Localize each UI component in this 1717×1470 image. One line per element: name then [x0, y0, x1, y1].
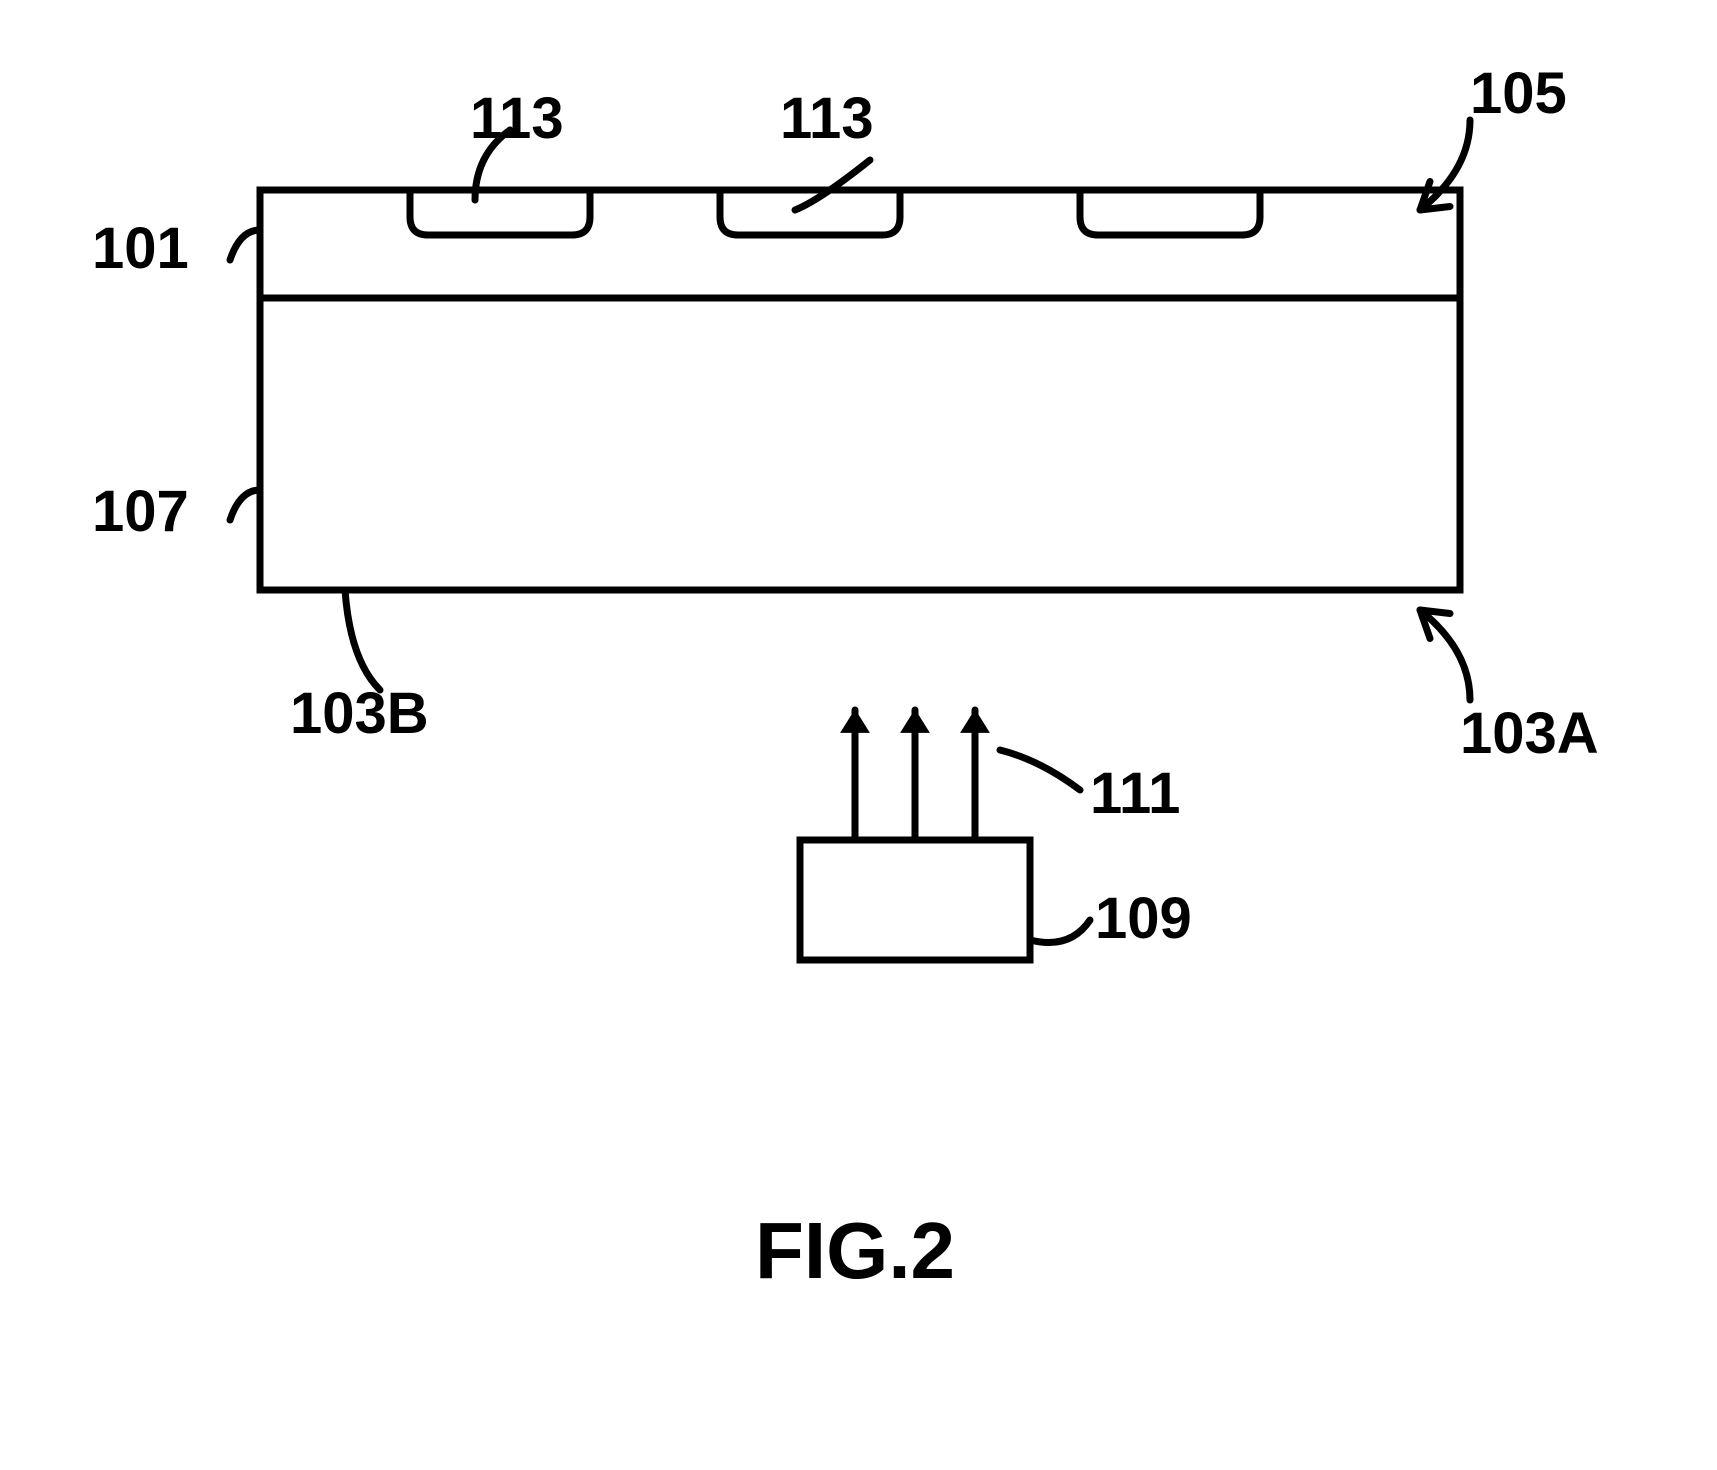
feature-113-0 — [410, 190, 590, 235]
label-113-left: 113 — [470, 85, 564, 152]
leader-l103B — [345, 590, 380, 690]
label-101: 101 — [92, 215, 189, 282]
label-103a: 103A — [1460, 700, 1599, 767]
label-113-right: 113 — [780, 85, 874, 152]
label-111: 111 — [1090, 760, 1180, 827]
figure-canvas: 101 107 103B 103A 105 111 109 113 113 FI… — [0, 0, 1717, 1470]
leader-l111 — [1000, 750, 1080, 790]
label-107: 107 — [92, 478, 189, 545]
feature-113-2 — [1080, 190, 1260, 235]
leader-l109 — [1030, 920, 1090, 943]
leader-l113b — [795, 160, 870, 210]
arrow-111-head-1 — [901, 710, 929, 732]
wafer-outline — [260, 190, 1460, 590]
label-105: 105 — [1470, 60, 1567, 127]
label-103b: 103B — [290, 680, 429, 747]
arrow-111-head-2 — [961, 710, 989, 732]
label-109: 109 — [1095, 885, 1192, 952]
leader-l107 — [230, 490, 260, 520]
arrow-111-head-0 — [841, 710, 869, 732]
figure-caption: FIG.2 — [755, 1205, 955, 1297]
feature-113-1 — [720, 190, 900, 235]
leader-l101 — [230, 230, 260, 260]
source-box-109 — [800, 840, 1030, 960]
